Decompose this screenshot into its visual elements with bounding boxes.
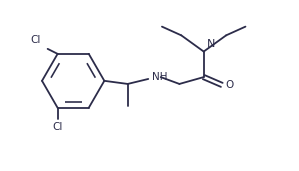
Text: NH: NH [152,72,167,82]
Text: N: N [207,39,215,49]
Text: Cl: Cl [30,35,40,45]
Text: Cl: Cl [52,122,63,131]
Text: O: O [225,81,234,90]
